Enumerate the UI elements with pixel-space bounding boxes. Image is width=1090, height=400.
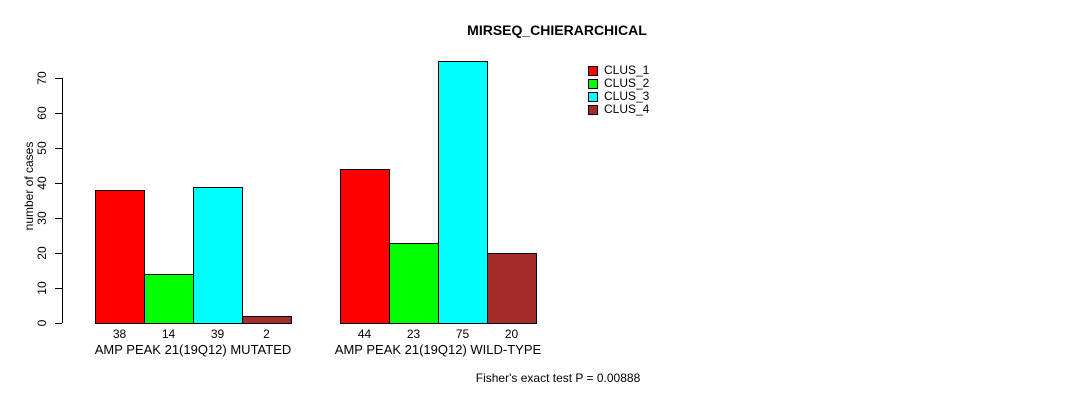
y-tick-label: 60: [35, 106, 49, 120]
bar-value-label: 38: [112, 327, 127, 341]
legend-item-clus_4: CLUS_4: [588, 103, 649, 116]
bar-value-label: 39: [210, 327, 225, 341]
y-tick-label: 10: [35, 281, 49, 295]
legend-label: CLUS_4: [604, 102, 650, 116]
y-tick: [55, 112, 62, 114]
legend-label: CLUS_3: [604, 89, 650, 103]
legend-swatch-clus_1: [588, 65, 598, 76]
legend-swatch-clus_4: [588, 104, 598, 115]
bar-value-label: 14: [161, 327, 176, 341]
bar-clus_2-group2: [389, 242, 439, 324]
legend-item-clus_1: CLUS_1: [588, 64, 649, 77]
y-tick: [55, 77, 62, 79]
bar-value-label: 23: [406, 327, 421, 341]
y-tick-label: 20: [35, 246, 49, 260]
category-label: AMP PEAK 21(19Q12) MUTATED: [94, 342, 292, 357]
bar-clus_4-group2: [487, 253, 537, 324]
bar-clus_3-group2: [438, 60, 488, 324]
bar-value-label: 75: [455, 327, 470, 341]
legend: CLUS_1 CLUS_2 CLUS_3 CLUS_4: [588, 64, 649, 116]
category-label: AMP PEAK 21(19Q12) WILD-TYPE: [334, 342, 542, 357]
y-tick-label: 0: [35, 319, 49, 327]
legend-swatch-clus_2: [588, 78, 598, 89]
bar-clus_2-group1: [144, 274, 194, 324]
y-axis-label: number of cases: [22, 141, 36, 231]
legend-item-clus_3: CLUS_3: [588, 90, 649, 103]
legend-label: CLUS_2: [604, 76, 650, 90]
y-tick: [55, 147, 62, 149]
legend-item-clus_2: CLUS_2: [588, 77, 649, 90]
y-tick-label: 70: [35, 71, 49, 85]
y-axis-line: [62, 78, 63, 323]
y-tick: [55, 322, 62, 324]
y-tick: [55, 252, 62, 254]
fisher-test-note: Fisher's exact test P = 0.00888: [475, 371, 641, 385]
y-tick-label: 30: [35, 211, 49, 225]
bar-clus_1-group2: [340, 169, 390, 324]
bar-value-label: 44: [357, 327, 372, 341]
bar-clus_4-group1: [242, 316, 292, 324]
bar-clus_3-group1: [193, 186, 243, 324]
legend-swatch-clus_3: [588, 91, 598, 102]
bar-value-label: 2: [263, 327, 270, 341]
bar-clus_1-group1: [95, 190, 145, 324]
legend-label: CLUS_1: [604, 63, 650, 77]
y-tick: [55, 287, 62, 289]
chart-title: MIRSEQ_CHIERARCHICAL: [467, 22, 647, 38]
y-tick-label: 50: [35, 141, 49, 155]
y-tick-label: 40: [35, 176, 49, 190]
bar-value-label: 20: [504, 327, 519, 341]
y-tick: [55, 182, 62, 184]
y-tick: [55, 217, 62, 219]
